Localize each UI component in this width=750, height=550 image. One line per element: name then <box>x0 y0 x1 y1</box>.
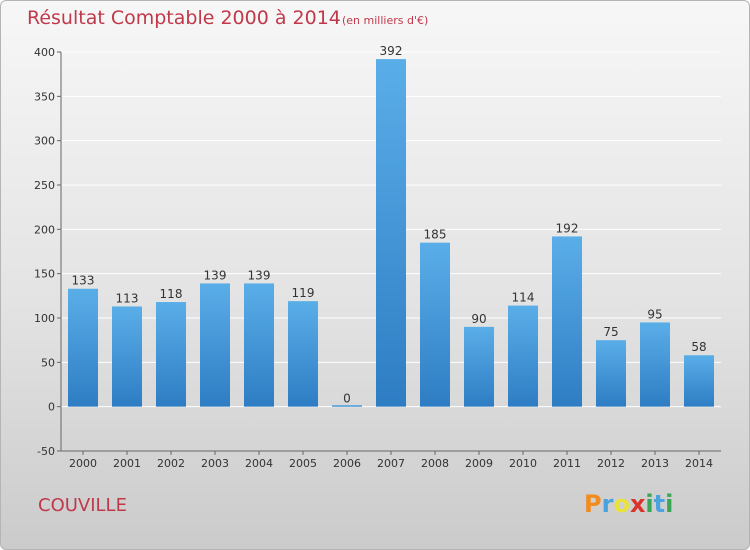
data-label: 139 <box>248 268 271 282</box>
y-tick-label: 350 <box>34 90 55 103</box>
x-tick-label: 2001 <box>113 457 141 470</box>
data-label: 90 <box>471 312 486 326</box>
y-tick-label: 400 <box>34 46 55 59</box>
data-label: 119 <box>292 286 315 300</box>
y-tick-label: 250 <box>34 179 55 192</box>
bar <box>376 59 406 407</box>
x-tick-label: 2007 <box>377 457 405 470</box>
bar <box>332 405 362 407</box>
bar <box>420 242 450 407</box>
x-tick-label: 2009 <box>465 457 493 470</box>
chart-title: Résultat Comptable 2000 à 2014 <box>27 7 341 29</box>
data-label: 118 <box>160 287 183 301</box>
x-tick-label: 2000 <box>69 457 97 470</box>
x-tick-label: 2005 <box>289 457 317 470</box>
chart-subtitle: (en milliers d'€) <box>342 14 429 27</box>
data-label: 133 <box>72 274 95 288</box>
data-label: 114 <box>512 291 535 305</box>
y-tick-label: 50 <box>41 356 55 369</box>
logo-letter: i <box>645 490 654 518</box>
bar <box>552 236 582 407</box>
x-tick-label: 2006 <box>333 457 361 470</box>
bar <box>244 283 274 407</box>
y-tick-label: 0 <box>48 401 55 414</box>
bar <box>508 305 538 407</box>
x-tick-label: 2008 <box>421 457 449 470</box>
y-tick-label: -50 <box>37 445 55 458</box>
logo-letter: r <box>601 490 614 518</box>
y-tick-label: 200 <box>34 223 55 236</box>
logo-letter: o <box>613 490 630 518</box>
bar <box>156 302 186 407</box>
data-label: 58 <box>691 340 706 354</box>
x-tick-label: 2012 <box>597 457 625 470</box>
y-tick-label: 150 <box>34 268 55 281</box>
logo-letter: P <box>584 490 602 518</box>
data-label: 139 <box>204 268 227 282</box>
x-tick-label: 2014 <box>685 457 713 470</box>
data-label: 75 <box>603 325 618 339</box>
city-name: COUVILLE <box>38 495 127 516</box>
data-label: 185 <box>424 228 447 242</box>
y-tick-label: 300 <box>34 135 55 148</box>
x-tick-label: 2004 <box>245 457 273 470</box>
logo-letter: t <box>653 490 666 518</box>
bar <box>464 326 494 407</box>
y-tick-label: 100 <box>34 312 55 325</box>
x-tick-label: 2002 <box>157 457 185 470</box>
x-tick-label: 2013 <box>641 457 669 470</box>
bar <box>68 288 98 407</box>
data-label: 192 <box>556 221 579 235</box>
data-label: 113 <box>116 291 139 305</box>
logo-letter: x <box>629 490 646 518</box>
bar <box>684 355 714 407</box>
x-tick-label: 2011 <box>553 457 581 470</box>
bar <box>200 283 230 407</box>
bar <box>288 301 318 407</box>
bar <box>596 340 626 407</box>
data-label: 392 <box>380 44 403 58</box>
x-tick-label: 2010 <box>509 457 537 470</box>
bar <box>112 306 142 407</box>
proxiti-logo: Proxiti <box>584 490 673 518</box>
data-label: 95 <box>647 307 662 321</box>
x-tick-label: 2003 <box>201 457 229 470</box>
data-label: 0 <box>343 392 351 406</box>
bar <box>640 322 670 407</box>
logo-letter: i <box>665 490 674 518</box>
